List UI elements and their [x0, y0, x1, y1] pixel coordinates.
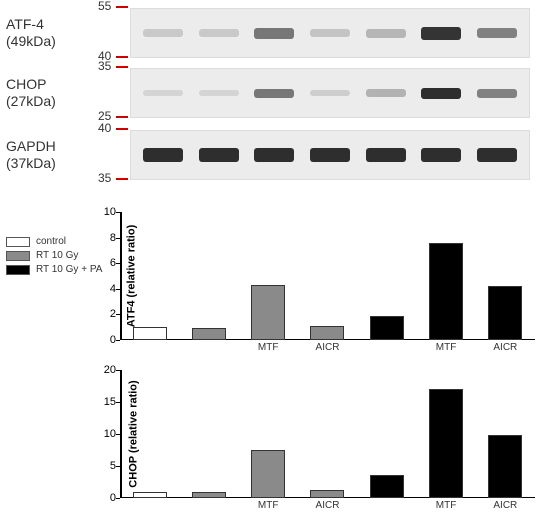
- protein-name: ATF-4: [6, 16, 44, 32]
- x-axis-label: AICR: [493, 500, 517, 511]
- blot-band: [421, 148, 461, 162]
- bar-slot: MTF: [416, 212, 475, 340]
- marker-tick: [116, 56, 128, 58]
- bar-slot: [357, 370, 416, 498]
- bar: [192, 328, 226, 340]
- blot-row-label: GAPDH(37kDa): [6, 138, 56, 172]
- marker-tick: [116, 66, 128, 68]
- marker-tick: [116, 178, 128, 180]
- x-axis-label: AICR: [493, 342, 517, 353]
- blot-band: [254, 89, 294, 98]
- legend-swatch: [6, 237, 30, 247]
- bar-slot: AICR: [476, 212, 535, 340]
- marker-tick: [116, 128, 128, 130]
- x-axis-label: AICR: [316, 500, 340, 511]
- bar-chart: 05101520CHOP (relative ratio)MTFAICRMTFA…: [120, 370, 535, 498]
- protein-name: CHOP: [6, 76, 46, 92]
- blot-band: [366, 29, 406, 38]
- blot-band: [143, 148, 183, 162]
- bar: [251, 285, 285, 340]
- bar: [133, 327, 167, 340]
- blot-row-label: CHOP(27kDa): [6, 76, 56, 110]
- protein-mw: (27kDa): [6, 93, 56, 109]
- bar-slot: MTF: [239, 370, 298, 498]
- bar: [370, 475, 404, 498]
- bar-slot: AICR: [298, 370, 357, 498]
- legend-label: control: [36, 236, 66, 247]
- marker-value: 35: [98, 59, 111, 73]
- blot-band: [477, 89, 517, 98]
- blot-band: [366, 89, 406, 97]
- legend-swatch: [6, 265, 30, 275]
- blot-band: [421, 88, 461, 99]
- blot-band: [199, 29, 239, 37]
- blot-strip: [130, 130, 530, 180]
- legend-label: RT 10 Gy: [36, 250, 78, 261]
- bar: [310, 490, 344, 498]
- legend-swatch: [6, 251, 30, 261]
- bar: [429, 243, 463, 340]
- x-axis-label: MTF: [258, 500, 279, 511]
- bar-slot: [120, 370, 179, 498]
- blot-band: [199, 148, 239, 162]
- bar: [133, 492, 167, 498]
- bar-slot: [179, 370, 238, 498]
- protein-name: GAPDH: [6, 138, 56, 154]
- western-blot-panel: ATF-4(49kDa)5540CHOP(27kDa)3525GAPDH(37k…: [0, 0, 547, 215]
- ytick-mark: [116, 340, 120, 341]
- blot-band: [310, 90, 350, 96]
- marker-tick: [116, 6, 128, 8]
- marker-value: 35: [98, 171, 111, 185]
- blot-strip: [130, 8, 530, 58]
- blot-band: [254, 148, 294, 162]
- bar-chart: 0246810ATF4 (relative ratio)MTFAICRMTFAI…: [120, 212, 535, 340]
- protein-mw: (37kDa): [6, 155, 56, 171]
- bar-slot: [179, 212, 238, 340]
- marker-value: 55: [98, 0, 111, 13]
- bar: [488, 435, 522, 498]
- x-axis-label: AICR: [316, 342, 340, 353]
- ytick-mark: [116, 498, 120, 499]
- blot-band: [143, 90, 183, 96]
- bar: [429, 389, 463, 498]
- marker-tick: [116, 116, 128, 118]
- blot-band: [310, 148, 350, 162]
- legend-item: RT 10 Gy: [6, 250, 102, 261]
- blot-band: [143, 29, 183, 37]
- bar-slot: MTF: [239, 212, 298, 340]
- legend-item: control: [6, 236, 102, 247]
- blot-band: [254, 28, 294, 39]
- bar-slot: [120, 212, 179, 340]
- bar: [310, 326, 344, 340]
- marker-value: 40: [98, 121, 111, 135]
- legend-label: RT 10 Gy + PA: [36, 264, 102, 275]
- bar-slot: MTF: [416, 370, 475, 498]
- blot-band: [421, 27, 461, 40]
- x-axis-label: MTF: [258, 342, 279, 353]
- blot-band: [366, 148, 406, 162]
- x-axis-label: MTF: [436, 342, 457, 353]
- x-axis-label: MTF: [436, 500, 457, 511]
- blot-band: [477, 148, 517, 162]
- bar: [488, 286, 522, 340]
- legend-item: RT 10 Gy + PA: [6, 264, 102, 275]
- bar-slot: [357, 212, 416, 340]
- blot-band: [477, 28, 517, 38]
- bar-slot: AICR: [298, 212, 357, 340]
- bar-slot: AICR: [476, 370, 535, 498]
- blot-band: [199, 90, 239, 96]
- blot-row-label: ATF-4(49kDa): [6, 16, 56, 50]
- bar: [192, 492, 226, 498]
- blot-band: [310, 29, 350, 37]
- bar: [370, 316, 404, 340]
- legend: control RT 10 Gy RT 10 Gy + PA: [6, 236, 102, 278]
- protein-mw: (49kDa): [6, 33, 56, 49]
- blot-strip: [130, 68, 530, 118]
- bar: [251, 450, 285, 498]
